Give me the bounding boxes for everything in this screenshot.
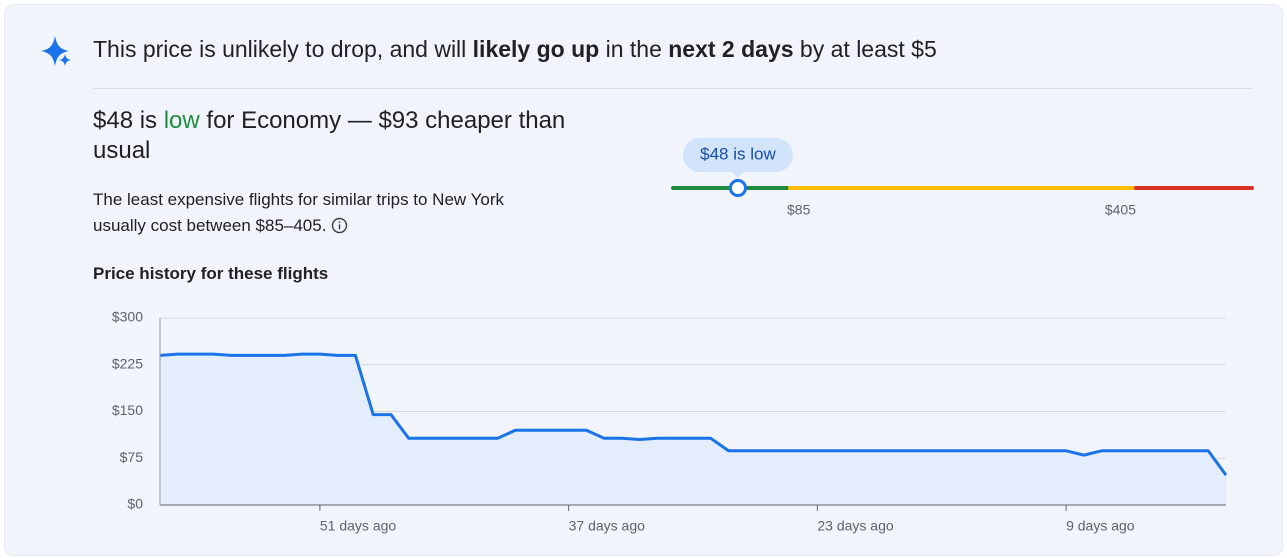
sparkle-icon-small — [59, 54, 71, 66]
gauge-label: $405 — [1105, 202, 1136, 218]
chart-title: Price history for these flights — [93, 264, 329, 283]
x-tick-label: 9 days ago — [1066, 518, 1135, 534]
x-tick-label: 37 days ago — [569, 518, 645, 534]
description-block: The least expensive flights for similar … — [93, 187, 553, 239]
y-tick-label: $300 — [112, 309, 143, 325]
y-tick-label: $75 — [120, 449, 144, 465]
x-tick-label: 23 days ago — [817, 518, 893, 534]
sparkle-icon — [41, 36, 69, 66]
headline: This price is unlikely to drop, and will… — [93, 36, 937, 63]
y-tick-label: $0 — [127, 496, 143, 512]
headline-part: by at least $5 — [793, 36, 937, 62]
headline-part: next 2 days — [668, 36, 794, 62]
summary-part: low — [163, 107, 200, 134]
summary-part: $48 is — [93, 107, 164, 134]
bubble — [682, 138, 793, 178]
summary: $48 is low for Economy — $93 cheaper tha… — [93, 106, 613, 166]
description: The least expensive flights for similar … — [93, 190, 505, 235]
x-tick-label: 51 days ago — [320, 518, 396, 534]
y-tick-label: $150 — [112, 402, 143, 418]
headline-part: in the — [599, 36, 669, 62]
headline-part: likely go up — [472, 36, 600, 62]
price-line — [159, 352, 1228, 476]
gauge-label: $85 — [787, 202, 811, 218]
bubble-label: $48 is low — [700, 144, 776, 163]
gauge-marker — [728, 179, 747, 197]
headline-part: This price is unlikely to drop, and will — [93, 36, 473, 62]
area — [160, 354, 1226, 505]
y-tick-label: $225 — [112, 355, 143, 371]
info-icon[interactable] — [331, 217, 348, 234]
summary-part: for Economy — $93 cheaper than usual — [93, 107, 566, 164]
divider — [93, 88, 1253, 89]
